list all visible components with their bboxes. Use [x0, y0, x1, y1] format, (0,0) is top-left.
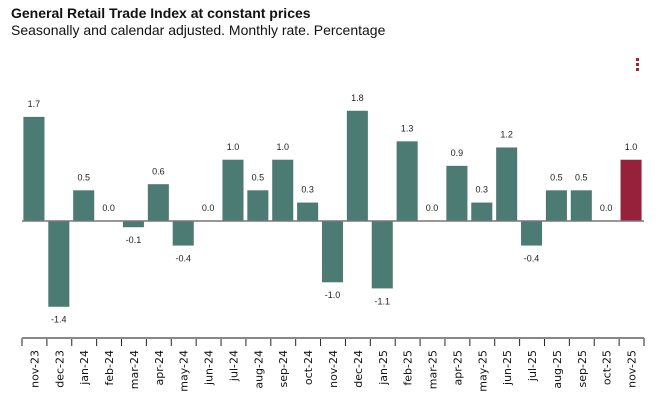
x-tick-label: mar-25: [427, 350, 440, 389]
x-tick-label: feb-25: [402, 350, 415, 386]
x-tick-label: nov-23: [28, 350, 41, 388]
data-label: 0.5: [77, 172, 90, 182]
data-label: -0.4: [175, 253, 191, 263]
data-label: -1.0: [325, 290, 341, 300]
x-tick-label: jun-24: [203, 350, 216, 386]
bar-aug-25[interactable]: [545, 190, 568, 222]
bar-sep-25[interactable]: [570, 190, 592, 222]
bar-jan-25[interactable]: [371, 220, 393, 289]
bar-may-24[interactable]: [172, 220, 194, 246]
bar-jul-24[interactable]: [222, 159, 244, 222]
x-tick-label: jul-24: [227, 350, 240, 382]
bar-dec-23[interactable]: [48, 220, 70, 307]
bar-jan-24[interactable]: [73, 190, 95, 222]
bar-nov-23[interactable]: [23, 116, 45, 222]
bar-dec-24[interactable]: [346, 110, 369, 222]
x-tick-label: sep-25: [576, 350, 589, 387]
data-label: 1.0: [276, 142, 289, 152]
x-tick-label: may-24: [178, 350, 191, 392]
bar-apr-25[interactable]: [446, 165, 468, 222]
data-label: 1.3: [401, 123, 414, 133]
data-label: 1.0: [625, 142, 638, 152]
data-label: 0.5: [550, 172, 563, 182]
bar-apr-24[interactable]: [147, 184, 170, 222]
x-tick-label: mar-24: [128, 350, 141, 389]
chart-title: General Retail Trade Index at constant p…: [11, 5, 311, 21]
x-tick-label: dec-23: [53, 350, 66, 388]
bar-jul-25[interactable]: [520, 220, 543, 246]
x-tick-label: jul-25: [526, 350, 539, 382]
x-tick-label: aug-24: [252, 350, 265, 389]
data-label: 0.9: [451, 148, 464, 158]
data-labels-group: 1.7 -1.4 0.5 0.0 -0.1 0.6 -0.4 0.0 1.0 0.5 1.0 0.3 -…: [28, 93, 638, 325]
data-label: -0.4: [524, 253, 540, 263]
x-tick-label: jan-25: [377, 350, 390, 386]
bar-oct-24[interactable]: [296, 202, 319, 222]
x-tick-label: jan-24: [78, 350, 91, 386]
data-label: 0.0: [102, 203, 115, 213]
x-tick-label: feb-24: [103, 350, 116, 386]
data-label: 1.8: [351, 93, 364, 103]
bars-group: [23, 110, 642, 307]
data-label: 0.0: [202, 203, 215, 213]
data-label: 1.7: [28, 99, 41, 109]
data-label: 1.2: [500, 130, 513, 140]
x-tick-label: apr-25: [451, 350, 464, 386]
bar-nov-25[interactable]: [620, 159, 642, 222]
data-label: 0.3: [476, 185, 489, 195]
bar-feb-25[interactable]: [396, 141, 418, 222]
x-tick-label: oct-25: [601, 350, 614, 385]
x-axis: nov-23 dec-23 jan-24 feb-24 mar-24 apr-24 may-…: [21, 337, 645, 392]
x-tick-label: oct-24: [302, 350, 315, 385]
kebab-menu-icon[interactable]: [636, 58, 640, 72]
x-tick-label: apr-24: [153, 350, 166, 386]
x-tick-label: may-25: [476, 350, 489, 392]
chart-subtitle: Seasonally and calendar adjusted. Monthl…: [11, 22, 386, 38]
data-label: 0.5: [252, 172, 265, 182]
bar-nov-24[interactable]: [321, 220, 344, 283]
x-tick-label: jun-25: [501, 350, 514, 386]
data-label: 0.5: [575, 172, 588, 182]
x-tick-label: dec-24: [352, 350, 365, 388]
data-label: -0.1: [126, 235, 142, 245]
x-tick-label: nov-24: [327, 350, 340, 388]
data-label: 1.0: [227, 142, 240, 152]
bar-sep-24[interactable]: [272, 159, 294, 222]
data-label: 0.3: [301, 185, 314, 195]
x-tick-label: sep-24: [277, 350, 290, 387]
bar-jun-25[interactable]: [495, 147, 518, 222]
data-label: 0.6: [152, 166, 165, 176]
data-label: -1.4: [51, 315, 67, 325]
bar-aug-24[interactable]: [247, 190, 269, 222]
data-label: 0.0: [426, 203, 439, 213]
data-label: -1.1: [375, 296, 391, 306]
bar-mar-24[interactable]: [122, 220, 145, 228]
x-tick-label: aug-25: [551, 350, 564, 389]
data-label: 0.0: [600, 203, 613, 213]
x-tick-label: nov-25: [626, 350, 639, 388]
bar-may-25[interactable]: [471, 202, 493, 222]
